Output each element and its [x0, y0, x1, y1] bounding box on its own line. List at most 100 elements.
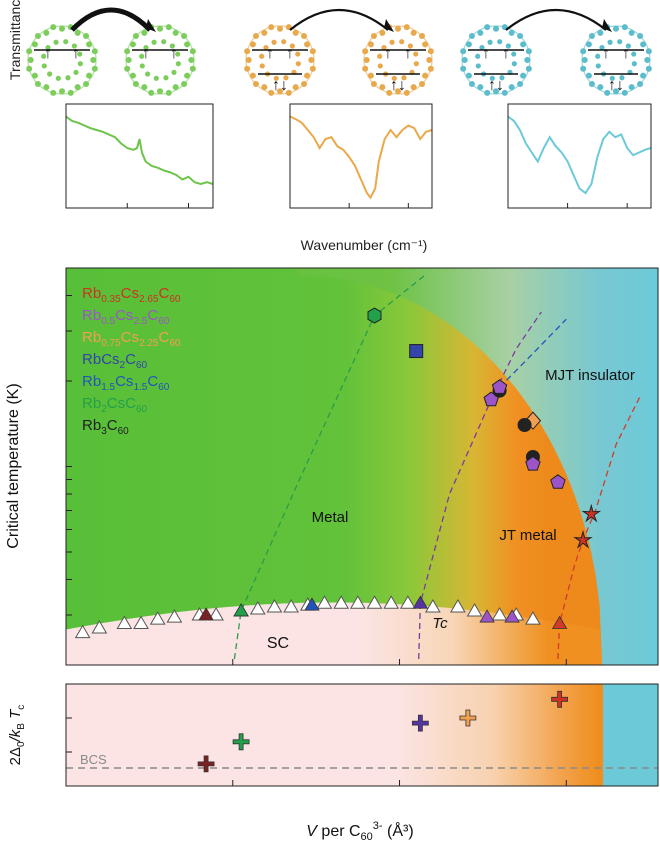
carbon-atom [613, 88, 619, 95]
carbon-atom [263, 45, 269, 51]
plus-marker [232, 733, 250, 751]
carbon-atom [41, 53, 47, 59]
spin-up-arrow: ↑ [482, 45, 490, 62]
molecule-cage [125, 25, 195, 95]
dashed-guide-line [418, 311, 542, 660]
legend-subscript: 60 [118, 426, 130, 437]
legend-text: Cs [115, 373, 133, 390]
ylabel-sub-c: c [16, 705, 27, 710]
star-marker [573, 529, 593, 549]
spin-up-arrow: ↑ [502, 45, 510, 62]
hopping-arrow [289, 9, 389, 31]
carbon-atom [153, 75, 159, 81]
region-label-jt-1: JT metal [499, 527, 556, 544]
carbon-atom [628, 84, 635, 91]
carbon-atom [163, 75, 169, 81]
x-axis [65, 659, 567, 786]
carbon-atom [125, 57, 132, 63]
c60-molecule: ↑ ↑ ↑↓ [244, 24, 316, 96]
carbon-atom [129, 41, 136, 48]
main-y-axis [66, 267, 72, 666]
carbon-atom [295, 61, 301, 67]
carbon-atom [77, 51, 83, 57]
tc-points [74, 595, 568, 639]
carbon-atom [367, 41, 374, 48]
carbon-atom [377, 63, 383, 69]
molecule-cage [581, 25, 651, 95]
carbon-atom [497, 39, 503, 45]
legend: Rb0.35​Cs2.65​C60​Rb0.5​Cs2.5​C60​Rb0.75… [82, 285, 181, 437]
region-label-tc: Tc [432, 615, 448, 632]
tc-triangle [91, 619, 108, 634]
carbon-atom [422, 72, 429, 79]
tc-triangle-colored [504, 609, 520, 623]
tc-triangle [491, 606, 508, 621]
legend-text: Rb [82, 285, 101, 302]
wavenumber-label: Wavenumber (cm⁻¹) [301, 237, 428, 253]
tc-triangle-colored [233, 603, 249, 617]
carbon-atom [41, 63, 47, 69]
tc-triangle-colored [551, 615, 568, 629]
carbon-atom [479, 45, 485, 51]
carbon-atom [508, 84, 515, 91]
carbon-atom [595, 53, 601, 59]
legend-entry: Rb3​C60​ [82, 417, 129, 437]
carbon-atom [277, 88, 283, 95]
carbon-atom [129, 72, 136, 79]
carbon-atom [493, 25, 499, 32]
spin-pair-arrow: ↑↓ [488, 77, 504, 94]
spin-up-arrow: ↑ [142, 45, 150, 62]
carbon-atom [145, 71, 151, 77]
carbon-atom [613, 25, 619, 32]
tc-triangle [466, 602, 483, 617]
carbon-atom [511, 51, 517, 57]
region-label-metal: Metal [312, 509, 349, 526]
pentagon-marker [525, 455, 541, 471]
carbon-atom [292, 84, 299, 91]
carbon-atom [90, 57, 97, 63]
tc-triangle-colored [304, 597, 320, 611]
carbon-atom [65, 75, 71, 81]
c60-molecule: ↑ ↑ ↑↓ [362, 24, 434, 96]
legend-subscript: 3 [101, 426, 107, 437]
spin-up-arrow: ↑ [266, 45, 274, 62]
spectrum-line [289, 115, 433, 200]
legend-text: Cs [107, 395, 125, 412]
carbon-atom [175, 61, 181, 67]
carbon-atom [74, 84, 81, 91]
carbon-atom [465, 41, 472, 48]
carbon-atom [644, 57, 651, 63]
legend-subscript: 2 [120, 360, 126, 371]
carbon-atom [295, 51, 301, 57]
carbon-atom [391, 75, 397, 81]
legend-subscript: 60 [136, 404, 148, 415]
carbon-atom [640, 41, 647, 48]
xlabel-sup: 3- [373, 820, 383, 832]
hopping-arrowhead [146, 19, 156, 32]
carbon-atom [389, 39, 395, 45]
legend-text: Cs [121, 285, 139, 302]
carbon-atom [628, 29, 635, 36]
carbon-atom [43, 84, 50, 91]
carbon-atom [489, 75, 495, 81]
dashed-guide-line [233, 275, 425, 660]
c60-molecule: ↑ ↑ ↑↓ [580, 24, 652, 96]
spin-up-arrow: ↑ [44, 45, 52, 62]
carbon-atom [151, 39, 157, 45]
molecule-cage [27, 25, 97, 95]
tc-triangle [383, 595, 400, 609]
carbon-atom [599, 45, 605, 51]
hopping-arrow [70, 7, 152, 32]
tc-triangle [366, 595, 383, 609]
tc-triangle [74, 624, 91, 639]
carbon-atom [499, 75, 505, 81]
carbon-atom [581, 57, 588, 63]
hopping-arrowhead [384, 19, 394, 32]
carbon-atom [86, 72, 93, 79]
legend-entry: RbCs2​C60​ [82, 351, 147, 371]
gap-ratio-points [197, 690, 569, 773]
spin-up-arrow: ↑ [286, 45, 294, 62]
carbon-atom [381, 45, 387, 51]
carbon-atom [161, 39, 167, 45]
spin-pair-arrow: ↑↓ [608, 77, 624, 94]
